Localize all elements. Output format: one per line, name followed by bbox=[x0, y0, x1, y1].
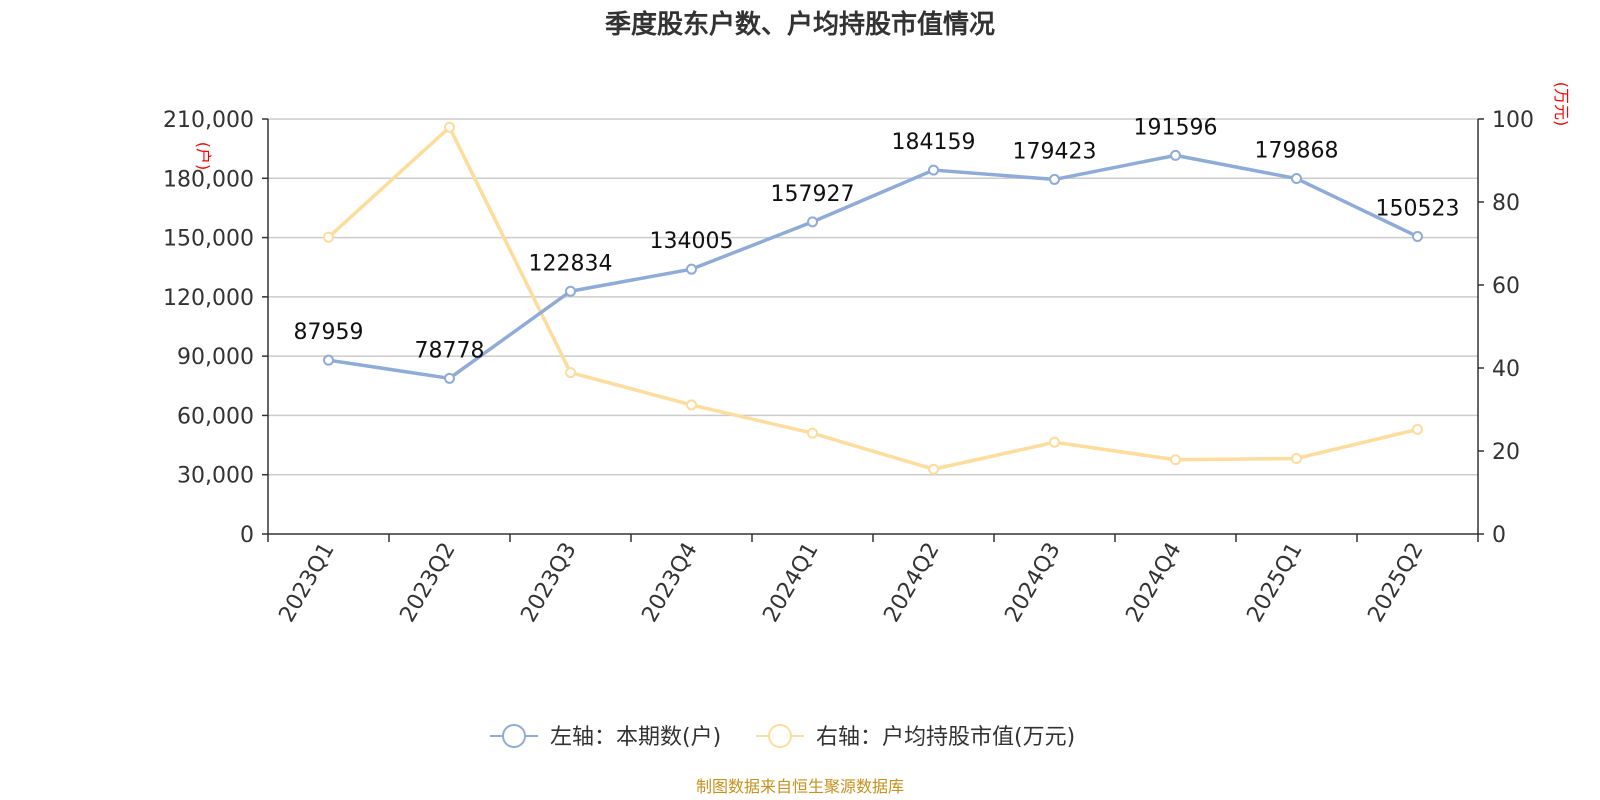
data-point bbox=[1291, 173, 1302, 185]
x-tick-label: 2025Q1 bbox=[1242, 539, 1307, 627]
grid-lines bbox=[268, 118, 1478, 476]
data-point bbox=[565, 285, 576, 297]
left-tick-label: 180,000 bbox=[163, 167, 254, 192]
data-label: 122834 bbox=[529, 251, 613, 276]
data-point bbox=[1049, 173, 1060, 185]
data-point bbox=[686, 263, 697, 275]
data-point bbox=[565, 367, 576, 379]
left-tick-label: 0 bbox=[240, 523, 254, 548]
data-label: 78778 bbox=[415, 338, 485, 363]
series-line bbox=[326, 125, 1420, 472]
data-label: 134005 bbox=[650, 229, 734, 254]
data-label: 179423 bbox=[1013, 139, 1097, 164]
right-tick-label: 60 bbox=[1492, 274, 1520, 299]
data-point bbox=[1170, 454, 1181, 466]
legend: 左轴：本期数(户) 右轴：户均持股市值(万元) bbox=[490, 724, 1075, 750]
data-point bbox=[1412, 423, 1423, 435]
data-label: 191596 bbox=[1134, 115, 1218, 140]
data-point bbox=[928, 164, 939, 176]
left-tick-label: 30,000 bbox=[177, 464, 254, 489]
source-note: 制图数据来自恒生聚源数据库 bbox=[696, 777, 904, 796]
right-tick-label: 0 bbox=[1492, 523, 1506, 548]
right-axis-unit: (万元) bbox=[1552, 82, 1571, 127]
x-tick-label: 2024Q4 bbox=[1121, 539, 1186, 627]
x-tick-label: 2024Q3 bbox=[1000, 539, 1065, 627]
data-point bbox=[928, 463, 939, 475]
data-label: 179868 bbox=[1255, 139, 1339, 164]
right-tick-label: 20 bbox=[1492, 440, 1520, 465]
legend-label: 左轴：本期数(户) bbox=[550, 725, 721, 750]
legend-marker bbox=[502, 724, 526, 748]
x-tick-label: 2023Q1 bbox=[274, 539, 339, 627]
x-tick-label: 2024Q1 bbox=[758, 539, 823, 627]
data-point bbox=[1412, 231, 1423, 243]
series-layer: 87959 78778 122834 134005 157927 184159 179423… bbox=[294, 115, 1460, 475]
legend-marker bbox=[768, 724, 792, 748]
data-label: 157927 bbox=[771, 182, 855, 207]
x-tick-label: 2025Q2 bbox=[1363, 539, 1428, 627]
data-point bbox=[323, 231, 334, 243]
data-label: 184159 bbox=[892, 130, 976, 155]
x-tick-label: 2023Q4 bbox=[637, 539, 702, 627]
data-point bbox=[1049, 436, 1060, 448]
left-tick-label: 120,000 bbox=[163, 286, 254, 311]
left-tick-label: 90,000 bbox=[177, 345, 254, 370]
right-tick-label: 80 bbox=[1492, 191, 1520, 216]
left-axis-unit: (户) bbox=[194, 142, 213, 171]
x-tick-label: 2023Q2 bbox=[395, 539, 460, 627]
data-point bbox=[1170, 149, 1181, 161]
x-tick-label: 2024Q2 bbox=[879, 539, 944, 627]
data-point bbox=[1291, 452, 1302, 464]
data-point bbox=[807, 216, 818, 228]
data-point bbox=[686, 399, 697, 411]
left-tick-label: 60,000 bbox=[177, 404, 254, 429]
data-label: 87959 bbox=[294, 320, 364, 345]
right-tick-label: 40 bbox=[1492, 357, 1520, 382]
left-tick-label: 150,000 bbox=[163, 227, 254, 252]
data-point bbox=[323, 354, 334, 366]
legend-label: 右轴：户均持股市值(万元) bbox=[816, 725, 1075, 750]
right-tick-label: 100 bbox=[1492, 108, 1534, 133]
data-point bbox=[807, 427, 818, 439]
data-point bbox=[444, 372, 455, 384]
series-line bbox=[326, 153, 1420, 381]
chart-title: 季度股东户数、户均持股市值情况 bbox=[605, 9, 995, 40]
x-tick-label: 2023Q3 bbox=[516, 539, 581, 627]
left-tick-label: 210,000 bbox=[163, 108, 254, 133]
data-label: 150523 bbox=[1376, 197, 1460, 222]
data-point bbox=[444, 121, 455, 133]
